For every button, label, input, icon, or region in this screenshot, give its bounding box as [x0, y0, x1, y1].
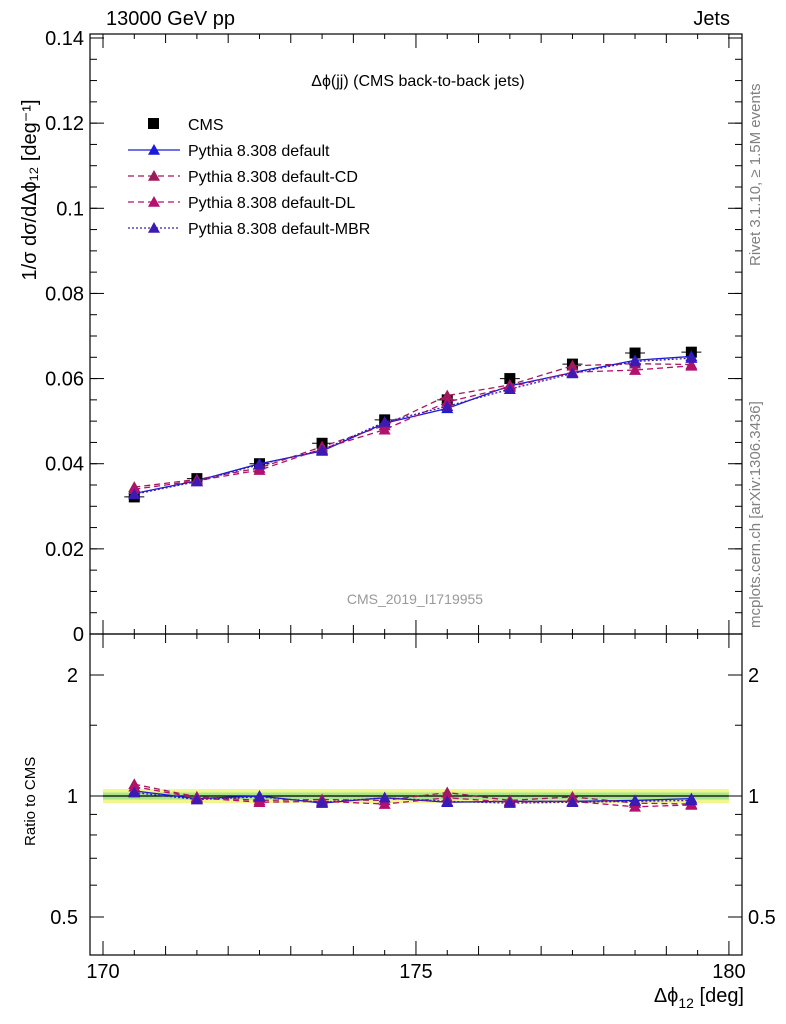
- series-point: [378, 423, 391, 435]
- legend-label: Pythia 8.308 default-MBR: [188, 221, 370, 238]
- series-point: [378, 415, 391, 427]
- ratio-series-3: [128, 786, 698, 808]
- legend-marker: [148, 118, 159, 129]
- y-tick-label: 0.1: [56, 198, 84, 220]
- series-point: [685, 359, 698, 371]
- series-4: [128, 352, 698, 500]
- series-2: [128, 357, 698, 492]
- ratio-series-line: [134, 783, 692, 805]
- series-point: [566, 359, 579, 371]
- ratio-series-point: [253, 790, 266, 802]
- ratio-series-point: [190, 793, 203, 805]
- series-point: [316, 444, 329, 455]
- series-point: [441, 400, 454, 412]
- ratio-series-line: [134, 786, 692, 808]
- ratio-series-point: [128, 780, 141, 792]
- ratio-series-point: [316, 796, 329, 808]
- x-axis-label: Δϕ12 [deg]: [654, 985, 744, 1011]
- series-point: [253, 458, 266, 470]
- ratio-series-point: [629, 800, 642, 812]
- y-tick-label: 0.14: [45, 28, 84, 50]
- ratio-series-point: [441, 795, 454, 807]
- main-y-axis-label: 1/σ dσ/dΔϕ₁₂ [deg⁻¹]: [19, 99, 41, 280]
- ratio-series-point: [566, 796, 579, 808]
- legend-marker: [148, 170, 160, 181]
- series-line: [134, 355, 692, 495]
- ratio-y-axis-label: Ratio to CMS: [22, 756, 39, 846]
- x-tick-label: 175: [399, 961, 432, 983]
- x-axis-label-subscript: 12: [678, 995, 694, 1011]
- y-tick-label: 0.08: [45, 283, 84, 305]
- ratio-y-tick-label-right: 2: [748, 665, 759, 687]
- y-tick-label: 0.02: [45, 539, 84, 561]
- ratio-y-tick-label: 1: [67, 786, 78, 808]
- legend-label: Pythia 8.308 default-CD: [188, 169, 358, 186]
- header-right-label: Jets: [693, 8, 730, 30]
- series-point: [253, 464, 266, 475]
- ratio-y-tick-label-right: 1: [748, 786, 759, 808]
- series-line: [134, 363, 692, 488]
- legend-label: Pythia 8.308 default: [188, 143, 330, 160]
- legend-label: Pythia 8.308 default-DL: [188, 195, 355, 212]
- legend: CMS Pythia 8.308 default Pythia 8.308 defa…: [128, 117, 370, 238]
- legend-marker: [148, 144, 160, 155]
- series-line: [134, 365, 692, 490]
- ratio-y-tick-label-right: 0.5: [748, 907, 776, 929]
- ratio-series-point: [378, 798, 391, 809]
- y-tick-label: 0.06: [45, 369, 84, 391]
- ratio-series-point: [128, 786, 141, 798]
- x-axis-label-unit: [deg]: [693, 985, 745, 1007]
- ratio-y-tick-label: 0.5: [50, 907, 78, 929]
- x-tick-label: 180: [712, 961, 745, 983]
- main-y-axis-label-text: 1/σ dσ/dΔϕ₁₂ [deg⁻¹]: [19, 99, 41, 280]
- series-point: [629, 355, 642, 367]
- ratio-series-point: [378, 791, 391, 803]
- legend-marker: [148, 196, 160, 207]
- y-tick-label: 0.12: [45, 113, 84, 135]
- series-3: [128, 359, 698, 495]
- ratio-y-tick-label: 2: [67, 665, 78, 687]
- legend-marker: [148, 222, 160, 233]
- ratio-series-point: [629, 795, 642, 807]
- legend-label: CMS: [188, 117, 224, 134]
- ratio-series-point: [685, 794, 698, 806]
- x-tick-label: 170: [86, 961, 119, 983]
- header-left-label: 13000 GeV pp: [106, 8, 235, 30]
- series-point: [128, 488, 141, 500]
- ratio-series-line: [134, 790, 692, 804]
- series-0: [124, 346, 702, 503]
- series-point: [190, 475, 203, 487]
- x-axis-label-symbol: Δϕ: [653, 985, 679, 1007]
- series-point: [566, 367, 579, 379]
- ratio-series-point: [503, 797, 516, 808]
- series-point: [685, 352, 698, 363]
- analysis-watermark: CMS_2019_I1719955: [347, 591, 483, 607]
- series-point: [629, 364, 642, 375]
- series-point: [441, 389, 454, 401]
- plot-title: Δϕ(jj) (CMS back-to-back jets): [311, 73, 524, 90]
- y-tick-label: 0.04: [45, 454, 84, 476]
- y-tick-label: 0: [73, 624, 84, 646]
- series-point: [503, 383, 516, 395]
- series-line: [134, 357, 692, 496]
